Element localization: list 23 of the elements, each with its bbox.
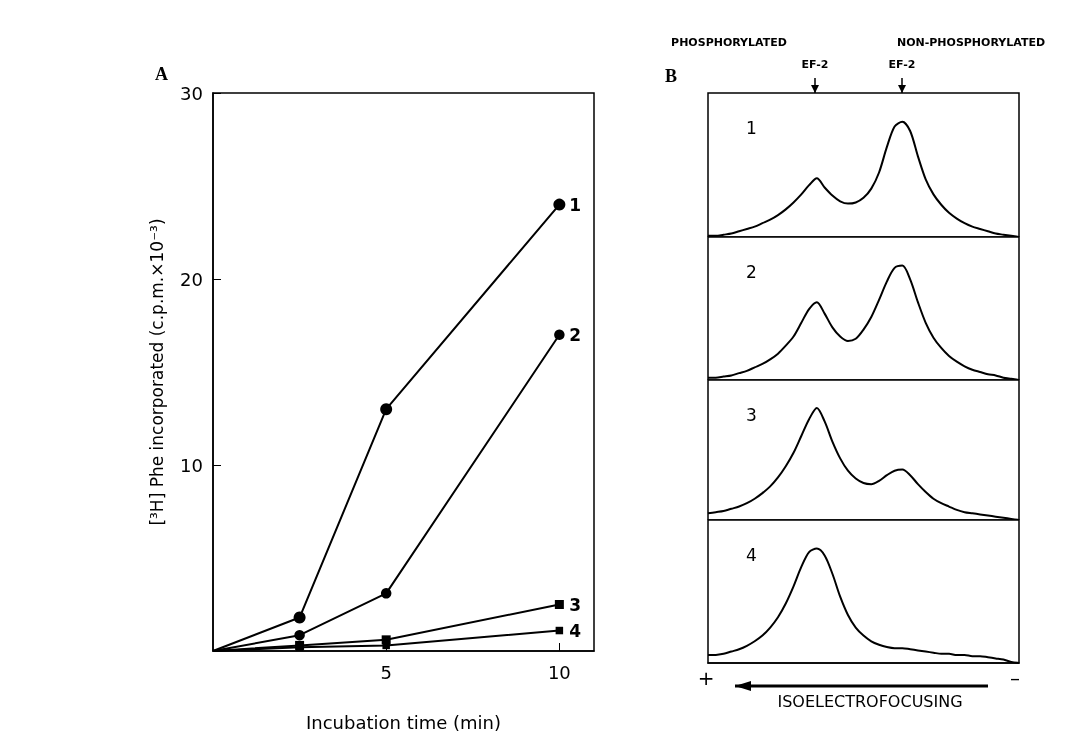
text: 4 [746, 544, 757, 565]
text: EF-2 [888, 57, 916, 71]
text: ISOELECTROFOCUSING [777, 691, 963, 711]
y-tick-label: 30 [180, 82, 203, 104]
text: – [1010, 666, 1020, 690]
series-label: 1 [569, 194, 582, 215]
y-tick-label: 20 [180, 268, 203, 290]
text: 2 [746, 261, 757, 282]
series-label: 3 [569, 594, 582, 615]
series-label: 4 [569, 620, 582, 641]
y-tick-label: 10 [180, 454, 203, 476]
x-axis-title: Incubation time (min) [305, 711, 502, 733]
text: NON-PHOSPHORYLATED [896, 35, 1046, 49]
x-tick-label: 5 [380, 661, 392, 683]
text: PHOSPHORYLATED [671, 35, 787, 49]
text: 3 [746, 404, 757, 425]
text: EF-2 [801, 57, 829, 71]
text: 1 [746, 117, 757, 138]
text: + [697, 666, 715, 690]
y-axis-title: [³H] Phe incorporated (c.p.m.×10⁻³) [146, 218, 167, 526]
series-label: 2 [569, 324, 582, 345]
chart-title: A [155, 64, 168, 84]
chart-title: B [665, 66, 678, 86]
